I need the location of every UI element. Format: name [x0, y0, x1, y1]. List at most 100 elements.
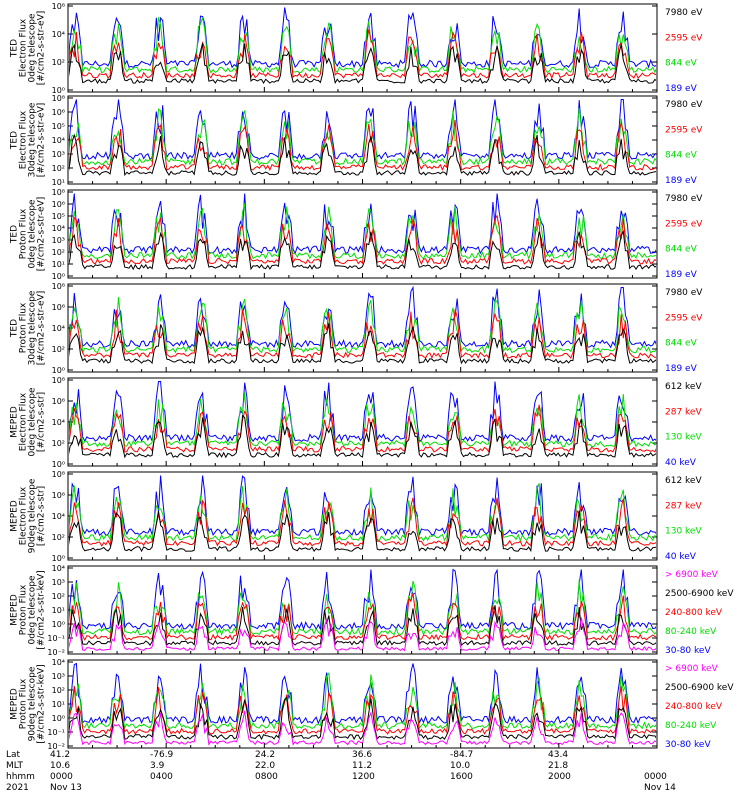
- y-axis-label-line: Proton Flux: [19, 584, 29, 635]
- series-line: [69, 696, 656, 741]
- x-column-value: 43.4: [548, 750, 568, 760]
- x-row-label: MLT: [6, 761, 24, 771]
- y-tick-label: 10⁴: [52, 658, 65, 667]
- y-axis-label-line: Proton Flux: [19, 208, 29, 259]
- y-axis-label-line: Electron Flux: [19, 486, 29, 545]
- legend-entry: 80-240 keV: [665, 627, 717, 637]
- y-tick-label: 10²: [52, 164, 65, 173]
- trace-group: [69, 381, 656, 459]
- legend-entry: 189 eV: [665, 270, 698, 280]
- y-axis-label-line: MEPED: [10, 594, 20, 626]
- y-tick-label: 10²: [52, 592, 65, 601]
- y-axis-label-line: [#/cm2-s-str-keV]: [37, 570, 47, 649]
- series-line: [69, 107, 656, 166]
- y-tick-label: 10⁰: [52, 714, 65, 723]
- series-line: [69, 309, 656, 360]
- x-column-value: Nov 14: [644, 783, 676, 793]
- series-line: [69, 43, 656, 85]
- y-axis-label-line: MEPED: [10, 688, 20, 720]
- legend-entry: 7980 eV: [665, 288, 703, 298]
- y-axis-label-line: Proton Flux: [19, 302, 29, 353]
- x-column-value: 41.2: [50, 750, 70, 760]
- x-column-value: Nov 13: [50, 783, 82, 793]
- y-axis-label-line: [#/cm2-s-str-eV]: [37, 197, 47, 272]
- flux-panel-2: 10⁸ 10⁶ 10⁵ 10⁴ 10³ 10² 10¹ TEDElectron Flux30d…: [10, 94, 704, 187]
- legend-entry: 612 keV: [665, 382, 702, 392]
- y-tick-label: 10⁶: [52, 491, 65, 500]
- x-column-value: 10.6: [50, 761, 70, 771]
- y-axis-label-line: Electron Flux: [19, 18, 29, 77]
- y-axis-label: MEPEDProton Flux0deg telescope[#/cm2-s-s…: [10, 570, 47, 649]
- series-line: [69, 285, 656, 349]
- y-tick-label: 10⁸: [52, 470, 65, 479]
- legend-entry: > 6900 keV: [665, 570, 719, 580]
- legend-entry: 7980 eV: [665, 194, 703, 204]
- y-tick-label: 10³: [52, 236, 65, 245]
- x-column-value: 1200: [352, 772, 375, 782]
- legend-entry: 240-800 keV: [665, 608, 723, 618]
- y-tick-label: 10⁶: [52, 397, 65, 406]
- flux-panel-5: 10⁸ 10⁶ 10⁴ 10² 10⁰ MEPEDElectron Flux0deg te…: [10, 376, 703, 469]
- y-tick-label: 10⁴: [52, 324, 65, 333]
- y-tick-label: 10⁰: [52, 460, 65, 469]
- y-axis-label: MEPEDProton Flux90deg telescope[#/cm2-s-…: [10, 664, 47, 743]
- y-axis-label-line: [#/cm2-s-str]: [37, 392, 47, 452]
- series-line: [69, 593, 656, 642]
- y-tick-label: 10³: [52, 672, 65, 681]
- x-column-value: 0800: [255, 772, 278, 782]
- y-tick-label: 10¹: [52, 260, 65, 269]
- legend-entry: 80-240 keV: [665, 721, 717, 731]
- y-tick-label: 10⁰: [52, 620, 65, 629]
- series-line: [69, 605, 656, 647]
- legend-entry: 2595 eV: [665, 219, 703, 229]
- legend-entry: 287 keV: [665, 407, 702, 417]
- y-tick-label: 10¹: [52, 178, 65, 187]
- y-axis-label-line: 30deg telescope: [28, 102, 38, 177]
- series-line: [69, 119, 656, 172]
- x-column-value: 22.0: [255, 761, 275, 771]
- y-axis-label-line: MEPED: [10, 406, 20, 438]
- y-tick-label: 10⁴: [52, 564, 65, 573]
- series-line: [69, 297, 656, 355]
- series-line: [69, 568, 656, 632]
- series-line: [69, 685, 656, 736]
- legend-entry: 612 keV: [665, 476, 702, 486]
- legend-entry: 2595 eV: [665, 125, 703, 135]
- trace-group: [69, 99, 656, 177]
- y-axis-label-line: TED: [10, 319, 20, 338]
- series-line: [69, 510, 656, 553]
- legend-entry: 844 eV: [665, 151, 698, 161]
- y-axis-label-line: Electron Flux: [19, 392, 29, 451]
- y-axis-label-line: [#/cm2-s-str-eV]: [37, 291, 47, 366]
- y-tick-label: 10²: [52, 533, 65, 542]
- legend-entry: 40 keV: [665, 552, 697, 562]
- trace-group: [69, 285, 656, 365]
- x-column-value: 10.0: [450, 761, 470, 771]
- legend-entry: 844 eV: [665, 245, 698, 255]
- series-line: [69, 214, 656, 266]
- legend-entry: 130 keV: [665, 433, 702, 443]
- legend-entry: 2500-6900 keV: [665, 683, 734, 693]
- y-axis-label-line: Proton Flux: [19, 678, 29, 729]
- legend-entry: 844 eV: [665, 339, 698, 349]
- y-axis-label: TEDElectron Flux0deg telescope[#/cm2-s-s…: [10, 11, 47, 86]
- series-line: [69, 404, 656, 454]
- y-axis-label: TEDElectron Flux30deg telescope[#/cm2-s-…: [10, 102, 47, 177]
- series-line: [69, 475, 656, 537]
- flux-panel-4: 10⁸ 10⁶ 10⁴ 10² 10⁰ TEDProton Flux30deg teles…: [10, 282, 704, 375]
- series-line: [69, 381, 656, 443]
- y-tick-label: 10⁶: [52, 108, 65, 117]
- y-axis-label: TEDProton Flux0deg telescope[#/cm2-s-str…: [10, 197, 47, 272]
- y-axis-label-line: MEPED: [10, 500, 20, 532]
- panel-frame: [67, 565, 658, 655]
- y-axis-label-line: 0deg telescope: [28, 199, 38, 269]
- x-column-value: 11.2: [352, 761, 372, 771]
- trace-group: [69, 193, 656, 271]
- legend-entry: 40 keV: [665, 458, 697, 468]
- y-axis-label: TEDProton Flux30deg telescope[#/cm2-s-st…: [10, 290, 47, 365]
- flux-panel-1: 10⁸ 10⁴ 10² 10⁰ TEDElectron Flux0deg telesco…: [10, 2, 704, 95]
- series-line: [69, 17, 656, 74]
- series-line: [69, 229, 656, 271]
